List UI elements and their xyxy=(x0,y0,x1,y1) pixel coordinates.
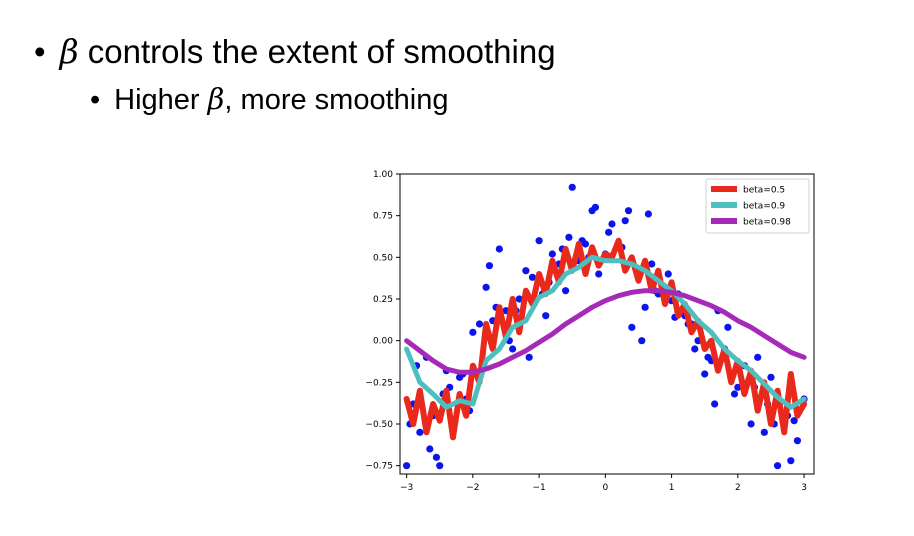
y-tick-label: 0.25 xyxy=(373,295,393,305)
data-point xyxy=(436,462,444,470)
data-point xyxy=(773,462,782,470)
beta-symbol: β xyxy=(59,32,79,71)
bullet-marker: • xyxy=(90,84,101,116)
series-line-beta-0-9 xyxy=(404,254,807,410)
data-point xyxy=(638,337,646,345)
x-tick-label: −3 xyxy=(400,483,413,493)
data-point xyxy=(528,273,537,281)
data-point xyxy=(711,400,719,408)
data-point xyxy=(734,383,742,391)
smoothing-chart: −3 −2 −1 0 1 2 3 −0.75 −0.50 −0.25 0.00 0.25 0.50 0.7… xyxy=(365,170,815,493)
data-point xyxy=(495,245,503,253)
x-tick-label: −1 xyxy=(532,483,545,493)
legend-label: beta=0.98 xyxy=(743,218,791,228)
data-point xyxy=(403,462,411,470)
bullet-marker: • xyxy=(34,33,46,70)
plot-area xyxy=(403,183,808,470)
y-tick-label: 0.00 xyxy=(373,337,393,347)
data-point xyxy=(691,345,699,353)
data-point xyxy=(754,353,762,361)
data-point xyxy=(641,303,649,311)
y-tick-label: 0.50 xyxy=(373,253,393,263)
data-point xyxy=(648,260,656,268)
data-point xyxy=(542,312,550,320)
legend-label: beta=0.9 xyxy=(743,202,785,212)
data-point xyxy=(509,345,517,353)
legend: beta=0.5 beta=0.9 beta=0.98 xyxy=(705,178,810,234)
data-point xyxy=(793,437,802,445)
y-tick-label: −0.25 xyxy=(365,378,393,388)
data-point xyxy=(644,210,652,218)
y-tick-label: 0.75 xyxy=(373,212,393,222)
data-point xyxy=(790,417,798,425)
data-point xyxy=(628,323,636,331)
data-point xyxy=(426,445,434,453)
series-line-beta-0-5 xyxy=(403,237,808,441)
data-point xyxy=(621,217,629,225)
data-point xyxy=(747,420,755,428)
x-tick-label: 3 xyxy=(801,483,807,493)
data-point xyxy=(475,320,484,328)
data-point xyxy=(624,207,633,215)
data-point xyxy=(605,228,613,236)
data-point xyxy=(432,453,441,461)
data-point xyxy=(787,457,795,465)
data-point xyxy=(469,328,477,336)
bullet-prefix: Higher xyxy=(114,84,208,116)
data-point xyxy=(548,250,556,258)
data-point xyxy=(701,370,709,378)
data-point xyxy=(525,353,533,361)
bullet-text: controls the extent of smoothing xyxy=(78,33,556,70)
data-point xyxy=(608,220,616,228)
data-point xyxy=(595,270,603,278)
plot-frame xyxy=(399,173,815,475)
data-point xyxy=(568,183,576,191)
data-point xyxy=(704,353,712,361)
data-point xyxy=(535,237,543,245)
data-point xyxy=(485,262,494,270)
y-tick-label: 1.00 xyxy=(373,170,393,180)
data-point xyxy=(767,373,775,381)
x-tick-label: 2 xyxy=(735,483,741,493)
x-tick-label: 1 xyxy=(669,483,675,493)
bullet-beta-controls: • β controls the extent of smoothing xyxy=(34,32,556,71)
data-point xyxy=(562,287,570,295)
data-point xyxy=(565,233,573,241)
series-line-beta-0-98 xyxy=(404,288,807,375)
legend-label: beta=0.5 xyxy=(743,186,785,196)
y-tick-label: −0.50 xyxy=(365,420,393,430)
data-point xyxy=(416,428,424,436)
data-point xyxy=(522,267,530,275)
x-tick-label: −2 xyxy=(466,483,479,493)
data-point xyxy=(730,390,739,398)
axes: −3 −2 −1 0 1 2 3 −0.75 −0.50 −0.25 0.00 0.25 0.50 0.7… xyxy=(365,170,807,493)
beta-symbol: β xyxy=(207,82,225,116)
x-tick-label: 0 xyxy=(602,483,608,493)
data-point xyxy=(664,270,672,278)
data-point xyxy=(724,323,732,331)
data-point xyxy=(515,295,523,303)
y-tick-label: −0.75 xyxy=(365,462,393,472)
bullet-higher-beta: • Higher β, more smoothing xyxy=(90,82,448,117)
bullet-suffix: , more smoothing xyxy=(224,84,449,116)
data-point xyxy=(760,428,768,436)
data-point xyxy=(482,283,490,291)
data-point xyxy=(591,203,600,211)
